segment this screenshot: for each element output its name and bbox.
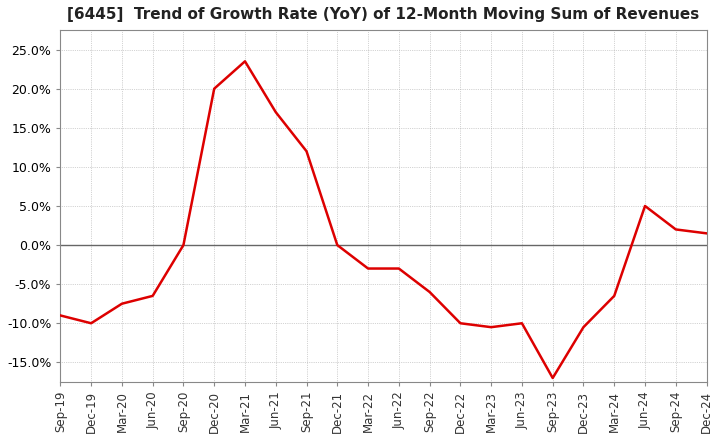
Title: [6445]  Trend of Growth Rate (YoY) of 12-Month Moving Sum of Revenues: [6445] Trend of Growth Rate (YoY) of 12-… xyxy=(68,7,700,22)
